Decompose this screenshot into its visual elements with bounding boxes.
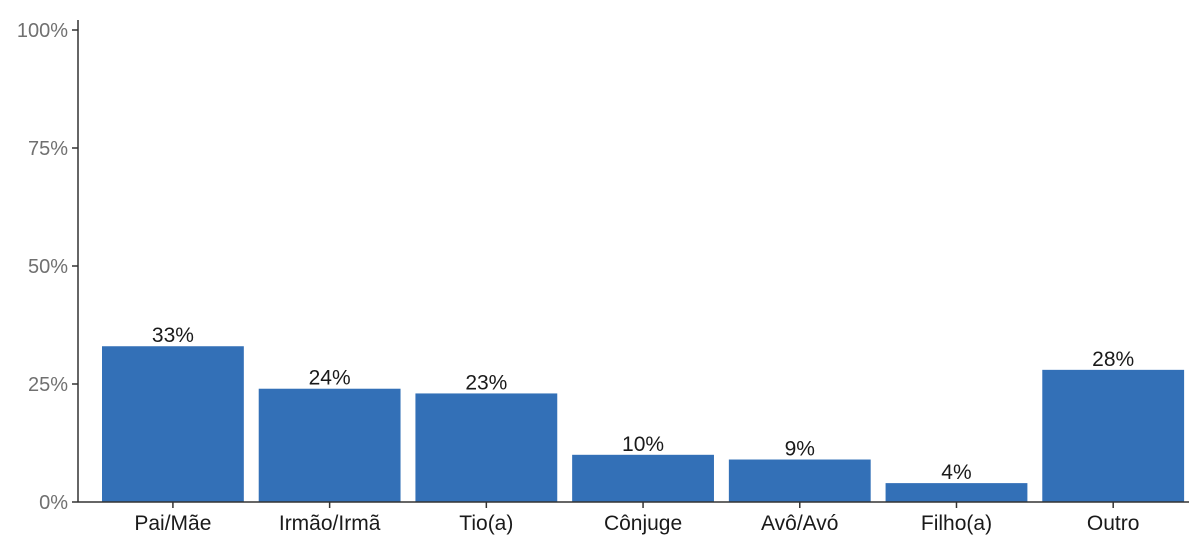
data-label: 23%: [465, 371, 507, 394]
bar: [886, 483, 1028, 502]
bars: [102, 346, 1184, 502]
x-tick-label: Tio(a): [459, 512, 513, 535]
data-label: 9%: [785, 438, 815, 461]
x-tick-label: Irmão/Irmã: [279, 512, 381, 535]
y-tick-label: 75%: [28, 138, 68, 160]
bar: [102, 346, 244, 502]
bar: [1042, 370, 1184, 502]
x-axis: Pai/Mãe Irmão/Irmã Tio(a) Cônjuge Avô/Avó Fil…: [78, 502, 1189, 535]
y-tick-label: 25%: [28, 374, 68, 396]
bar: [729, 460, 871, 502]
bar: [415, 393, 557, 502]
data-label: 24%: [309, 367, 351, 390]
bar: [572, 455, 714, 502]
data-label: 28%: [1092, 348, 1134, 371]
x-tick-label: Pai/Mãe: [134, 512, 211, 535]
x-tick-label: Avô/Avó: [761, 512, 838, 535]
y-tick-label: 0%: [39, 492, 68, 514]
bar: [259, 389, 401, 502]
y-axis: 0% 25% 50% 75% 100%: [17, 20, 78, 514]
data-label: 33%: [152, 324, 194, 347]
x-tick-label: Filho(a): [921, 512, 992, 535]
data-label: 4%: [941, 461, 971, 484]
y-tick-label: 50%: [28, 256, 68, 278]
x-tick-label: Outro: [1087, 512, 1140, 535]
y-tick-label: 100%: [17, 20, 68, 42]
x-tick-label: Cônjuge: [604, 512, 682, 535]
data-label: 10%: [622, 433, 664, 456]
